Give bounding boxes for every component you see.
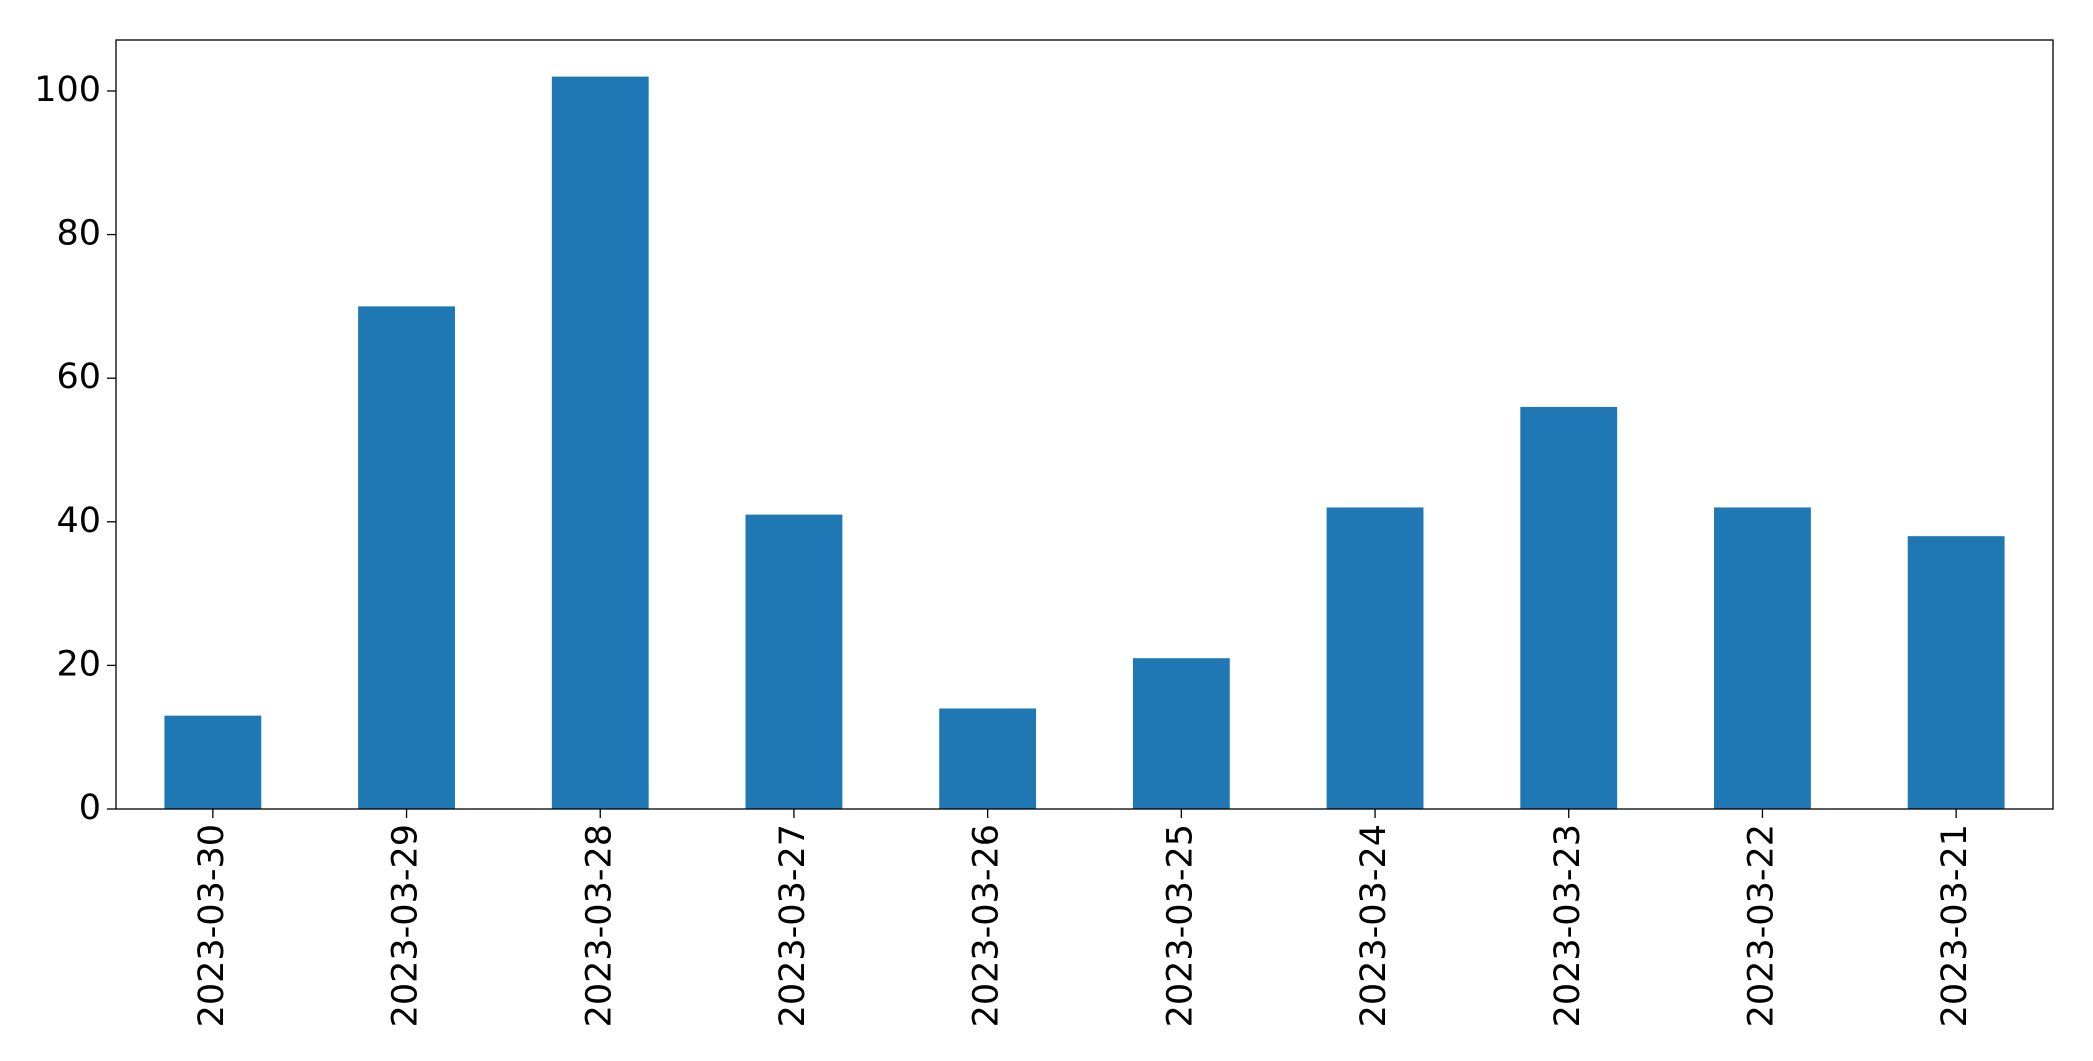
x-tick-label: 2023-03-30 bbox=[192, 824, 232, 1027]
x-tick-label: 2023-03-25 bbox=[1160, 824, 1200, 1027]
bar bbox=[358, 306, 455, 809]
x-tick-label: 2023-03-29 bbox=[386, 824, 426, 1027]
bar bbox=[939, 708, 1037, 809]
y-tick-label: 40 bbox=[56, 501, 101, 541]
x-tick-label: 2023-03-26 bbox=[967, 824, 1007, 1027]
x-tick-label: 2023-03-23 bbox=[1548, 824, 1588, 1027]
y-tick-label: 80 bbox=[56, 214, 101, 254]
bar bbox=[1714, 507, 1811, 809]
y-tick-label: 0 bbox=[79, 788, 101, 828]
bar bbox=[551, 76, 649, 810]
bar bbox=[745, 514, 843, 809]
y-tick-label: 100 bbox=[34, 70, 101, 110]
bar bbox=[164, 715, 262, 809]
bar bbox=[1326, 507, 1424, 809]
bar bbox=[1132, 658, 1230, 809]
y-tick-label: 20 bbox=[56, 644, 101, 684]
x-tick-label: 2023-03-21 bbox=[1935, 824, 1975, 1027]
bar bbox=[1907, 536, 2005, 809]
y-tick-label: 60 bbox=[56, 357, 101, 397]
x-tick-label: 2023-03-27 bbox=[773, 824, 813, 1027]
x-tick-label: 2023-03-24 bbox=[1354, 824, 1394, 1027]
x-tick-label: 2023-03-28 bbox=[579, 824, 619, 1027]
x-tick-label: 2023-03-22 bbox=[1741, 824, 1781, 1027]
axes-frame bbox=[115, 39, 2054, 810]
bar bbox=[1520, 406, 1618, 809]
